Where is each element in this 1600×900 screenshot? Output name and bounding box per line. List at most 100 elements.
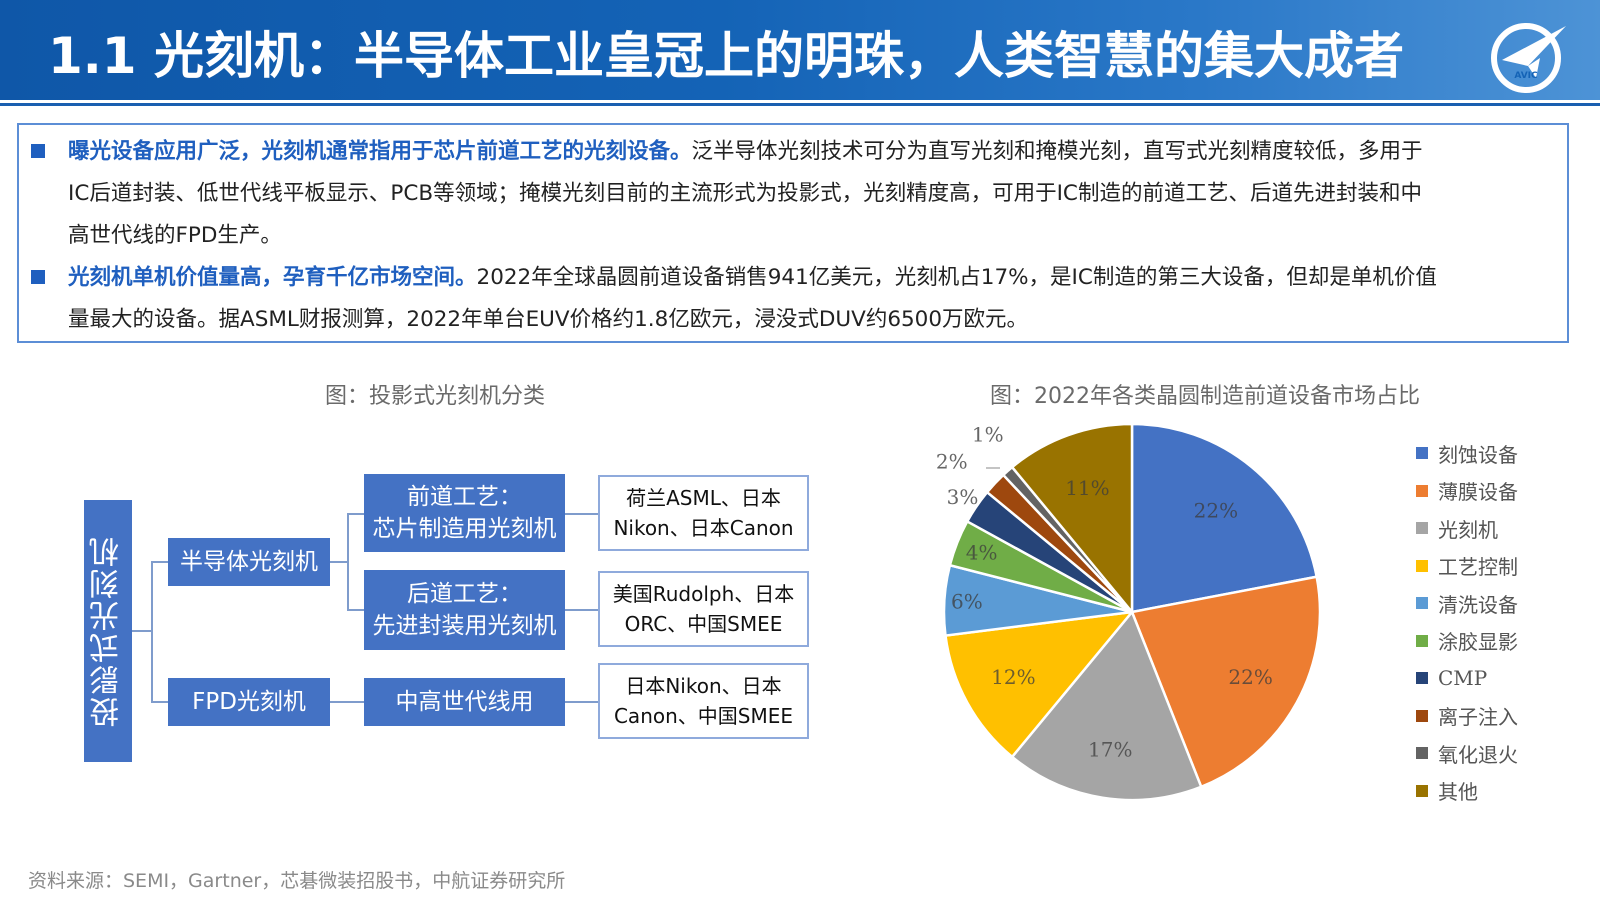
pie-data-label: 1% bbox=[972, 422, 1004, 446]
p1-line1: 泛半导体光刻技术可分为直写光刻和掩模光刻，直写式光刻精度较低，多用于 bbox=[691, 139, 1423, 164]
connector bbox=[347, 513, 364, 515]
connector bbox=[565, 609, 598, 611]
pie-data-label: 11% bbox=[1065, 476, 1109, 500]
fpd-node: FPD光刻机 bbox=[168, 678, 330, 726]
paragraph-1: 曝光设备应用广泛，光刻机通常指用于芯片前道工艺的光刻设备。泛半导体光刻技术可分为… bbox=[19, 131, 1567, 257]
back-process-node: 后道工艺： 先进封装用光刻机 bbox=[364, 570, 565, 650]
connector bbox=[151, 701, 168, 703]
mid-gen-label: 中高世代线用 bbox=[395, 689, 534, 715]
legend-item: 工艺控制 bbox=[1416, 555, 1518, 579]
connector bbox=[132, 630, 152, 632]
pie-caption: 图：2022年各类晶圆制造前道设备市场占比 bbox=[990, 384, 1420, 409]
front-process-title: 前道工艺： bbox=[407, 484, 522, 510]
connector bbox=[565, 701, 598, 703]
legend-item: 氧化退火 bbox=[1416, 742, 1518, 767]
connector bbox=[330, 701, 364, 703]
front-process-node: 前道工艺： 芯片制造用光刻机 bbox=[364, 474, 565, 552]
legend-swatch bbox=[1416, 672, 1428, 684]
bullet-square-icon bbox=[31, 144, 45, 158]
legend-label: 氧化退火 bbox=[1438, 742, 1518, 767]
connector bbox=[151, 561, 153, 702]
legend-swatch bbox=[1416, 747, 1428, 759]
paragraph-2: 光刻机单机价值量高，孕育千亿市场空间。2022年全球晶圆前道设备销售941亿美元… bbox=[19, 257, 1567, 341]
legend-swatch bbox=[1416, 784, 1428, 797]
vendors-fpd-line2: Canon、中国SMEE bbox=[613, 704, 794, 728]
pie-slice-4 bbox=[944, 610, 1135, 759]
pie-data-label: 3% bbox=[947, 485, 979, 509]
legend-label: 薄膜设备 bbox=[1438, 480, 1518, 504]
vendors-front-line1: 荷兰ASML、日本 bbox=[626, 486, 781, 510]
pie-chart: 22% 22% 17% 12% 6% 4% 3% 2%1% 11% bbox=[936, 422, 1322, 802]
connector bbox=[347, 609, 364, 611]
pie-data-label: 2% bbox=[936, 449, 968, 473]
title-bar bbox=[0, 0, 1600, 100]
vendors-back-line2: ORC、中国SMEE bbox=[624, 612, 783, 636]
pie-slice-2 bbox=[1130, 575, 1322, 789]
pie-data-label: 6% bbox=[951, 590, 983, 614]
p2-line2: 量最大的设备。据ASML财报测算，2022年单台EUV价格约1.8亿欧元，浸没式… bbox=[68, 307, 1029, 332]
legend-label: 光刻机 bbox=[1438, 517, 1498, 542]
fpd-label: FPD光刻机 bbox=[192, 689, 306, 715]
bullet-square-icon bbox=[31, 270, 45, 284]
logo-ring-icon bbox=[1491, 23, 1561, 93]
logo-text: AVIC bbox=[1514, 71, 1538, 81]
legend-item: 离子注入 bbox=[1416, 705, 1518, 729]
connector bbox=[330, 561, 348, 563]
pie-slice-10 bbox=[1010, 422, 1134, 616]
pie-data-label: 22% bbox=[1194, 499, 1238, 523]
logo-plane-icon bbox=[1502, 26, 1566, 66]
p2-line1: 2022年全球晶圆前道设备销售941亿美元，光刻机占17%，是IC制造的第三大设… bbox=[476, 265, 1437, 290]
back-process-desc: 先进封装用光刻机 bbox=[372, 613, 557, 639]
legend-swatch bbox=[1416, 522, 1428, 534]
legend-item: CMP bbox=[1416, 666, 1488, 690]
legend-swatch bbox=[1416, 447, 1428, 459]
legend-label: 涂胶显影 bbox=[1438, 630, 1518, 654]
legend-swatch bbox=[1416, 634, 1428, 647]
p1-highlight: 曝光设备应用广泛，光刻机通常指用于芯片前道工艺的光刻设备。 bbox=[68, 139, 692, 164]
mid-gen-node: 中高世代线用 bbox=[364, 678, 565, 726]
legend-label: 刻蚀设备 bbox=[1438, 442, 1518, 467]
semiconductor-node: 半导体光刻机 bbox=[168, 538, 330, 586]
pie-slice-3 bbox=[1010, 609, 1203, 802]
legend-swatch bbox=[1416, 559, 1428, 572]
pie-data-label: 17% bbox=[1088, 737, 1132, 761]
legend-item: 其他 bbox=[1416, 780, 1478, 804]
connector bbox=[151, 561, 168, 563]
pie-slice-1 bbox=[1130, 422, 1319, 614]
vendors-fpd: 日本Nikon、日本 Canon、中国SMEE bbox=[598, 663, 809, 739]
front-process-desc: 芯片制造用光刻机 bbox=[372, 516, 557, 542]
legend-label: CMP bbox=[1438, 666, 1488, 690]
legend-label: 工艺控制 bbox=[1438, 555, 1518, 579]
vendors-fpd-line1: 日本Nikon、日本 bbox=[625, 674, 782, 698]
root-node: 投影式光刻机 bbox=[84, 500, 132, 762]
diagram-caption: 图：投影式光刻机分类 bbox=[325, 384, 546, 409]
legend-swatch bbox=[1416, 597, 1428, 609]
legend-item: 刻蚀设备 bbox=[1416, 442, 1518, 467]
legend-label: 其他 bbox=[1438, 780, 1478, 804]
legend-item: 涂胶显影 bbox=[1416, 630, 1518, 654]
pie-data-label: 22% bbox=[1228, 665, 1272, 689]
connector bbox=[347, 513, 349, 610]
legend-item: 光刻机 bbox=[1416, 517, 1498, 542]
legend-swatch bbox=[1416, 709, 1428, 722]
summary-box: 曝光设备应用广泛，光刻机通常指用于芯片前道工艺的光刻设备。泛半导体光刻技术可分为… bbox=[17, 123, 1569, 343]
p1-line2: IC后道封装、低世代线平板显示、PCB等领域；掩模光刻目前的主流形式为投影式，光… bbox=[68, 181, 1422, 206]
back-process-title: 后道工艺： bbox=[407, 581, 522, 607]
legend-swatch bbox=[1416, 484, 1428, 497]
source-note: 资料来源：SEMI，Gartner，芯碁微装招股书，中航证券研究所 bbox=[28, 870, 566, 892]
vendors-front: 荷兰ASML、日本 Nikon、日本Canon bbox=[598, 475, 809, 551]
avic-logo: AVIC bbox=[1490, 18, 1568, 96]
legend-item: 清洗设备 bbox=[1416, 592, 1518, 617]
p1-line3: 高世代线的FPD生产。 bbox=[68, 223, 282, 248]
pie-data-label: 12% bbox=[991, 665, 1035, 689]
legend-label: 离子注入 bbox=[1438, 705, 1518, 729]
p2-highlight: 光刻机单机价值量高，孕育千亿市场空间。 bbox=[68, 265, 477, 290]
vendors-front-line2: Nikon、日本Canon bbox=[613, 516, 794, 540]
title-underline bbox=[0, 103, 1600, 106]
connector bbox=[565, 513, 598, 515]
root-node-label: 投影式光刻机 bbox=[90, 535, 125, 727]
page-title: 1.1 光刻机：半导体工业皇冠上的明珠，人类智慧的集大成者 bbox=[48, 27, 1404, 85]
legend-item: 薄膜设备 bbox=[1416, 480, 1518, 504]
pie-data-label: 4% bbox=[966, 540, 998, 564]
vendors-back: 美国Rudolph、日本 ORC、中国SMEE bbox=[598, 571, 809, 647]
